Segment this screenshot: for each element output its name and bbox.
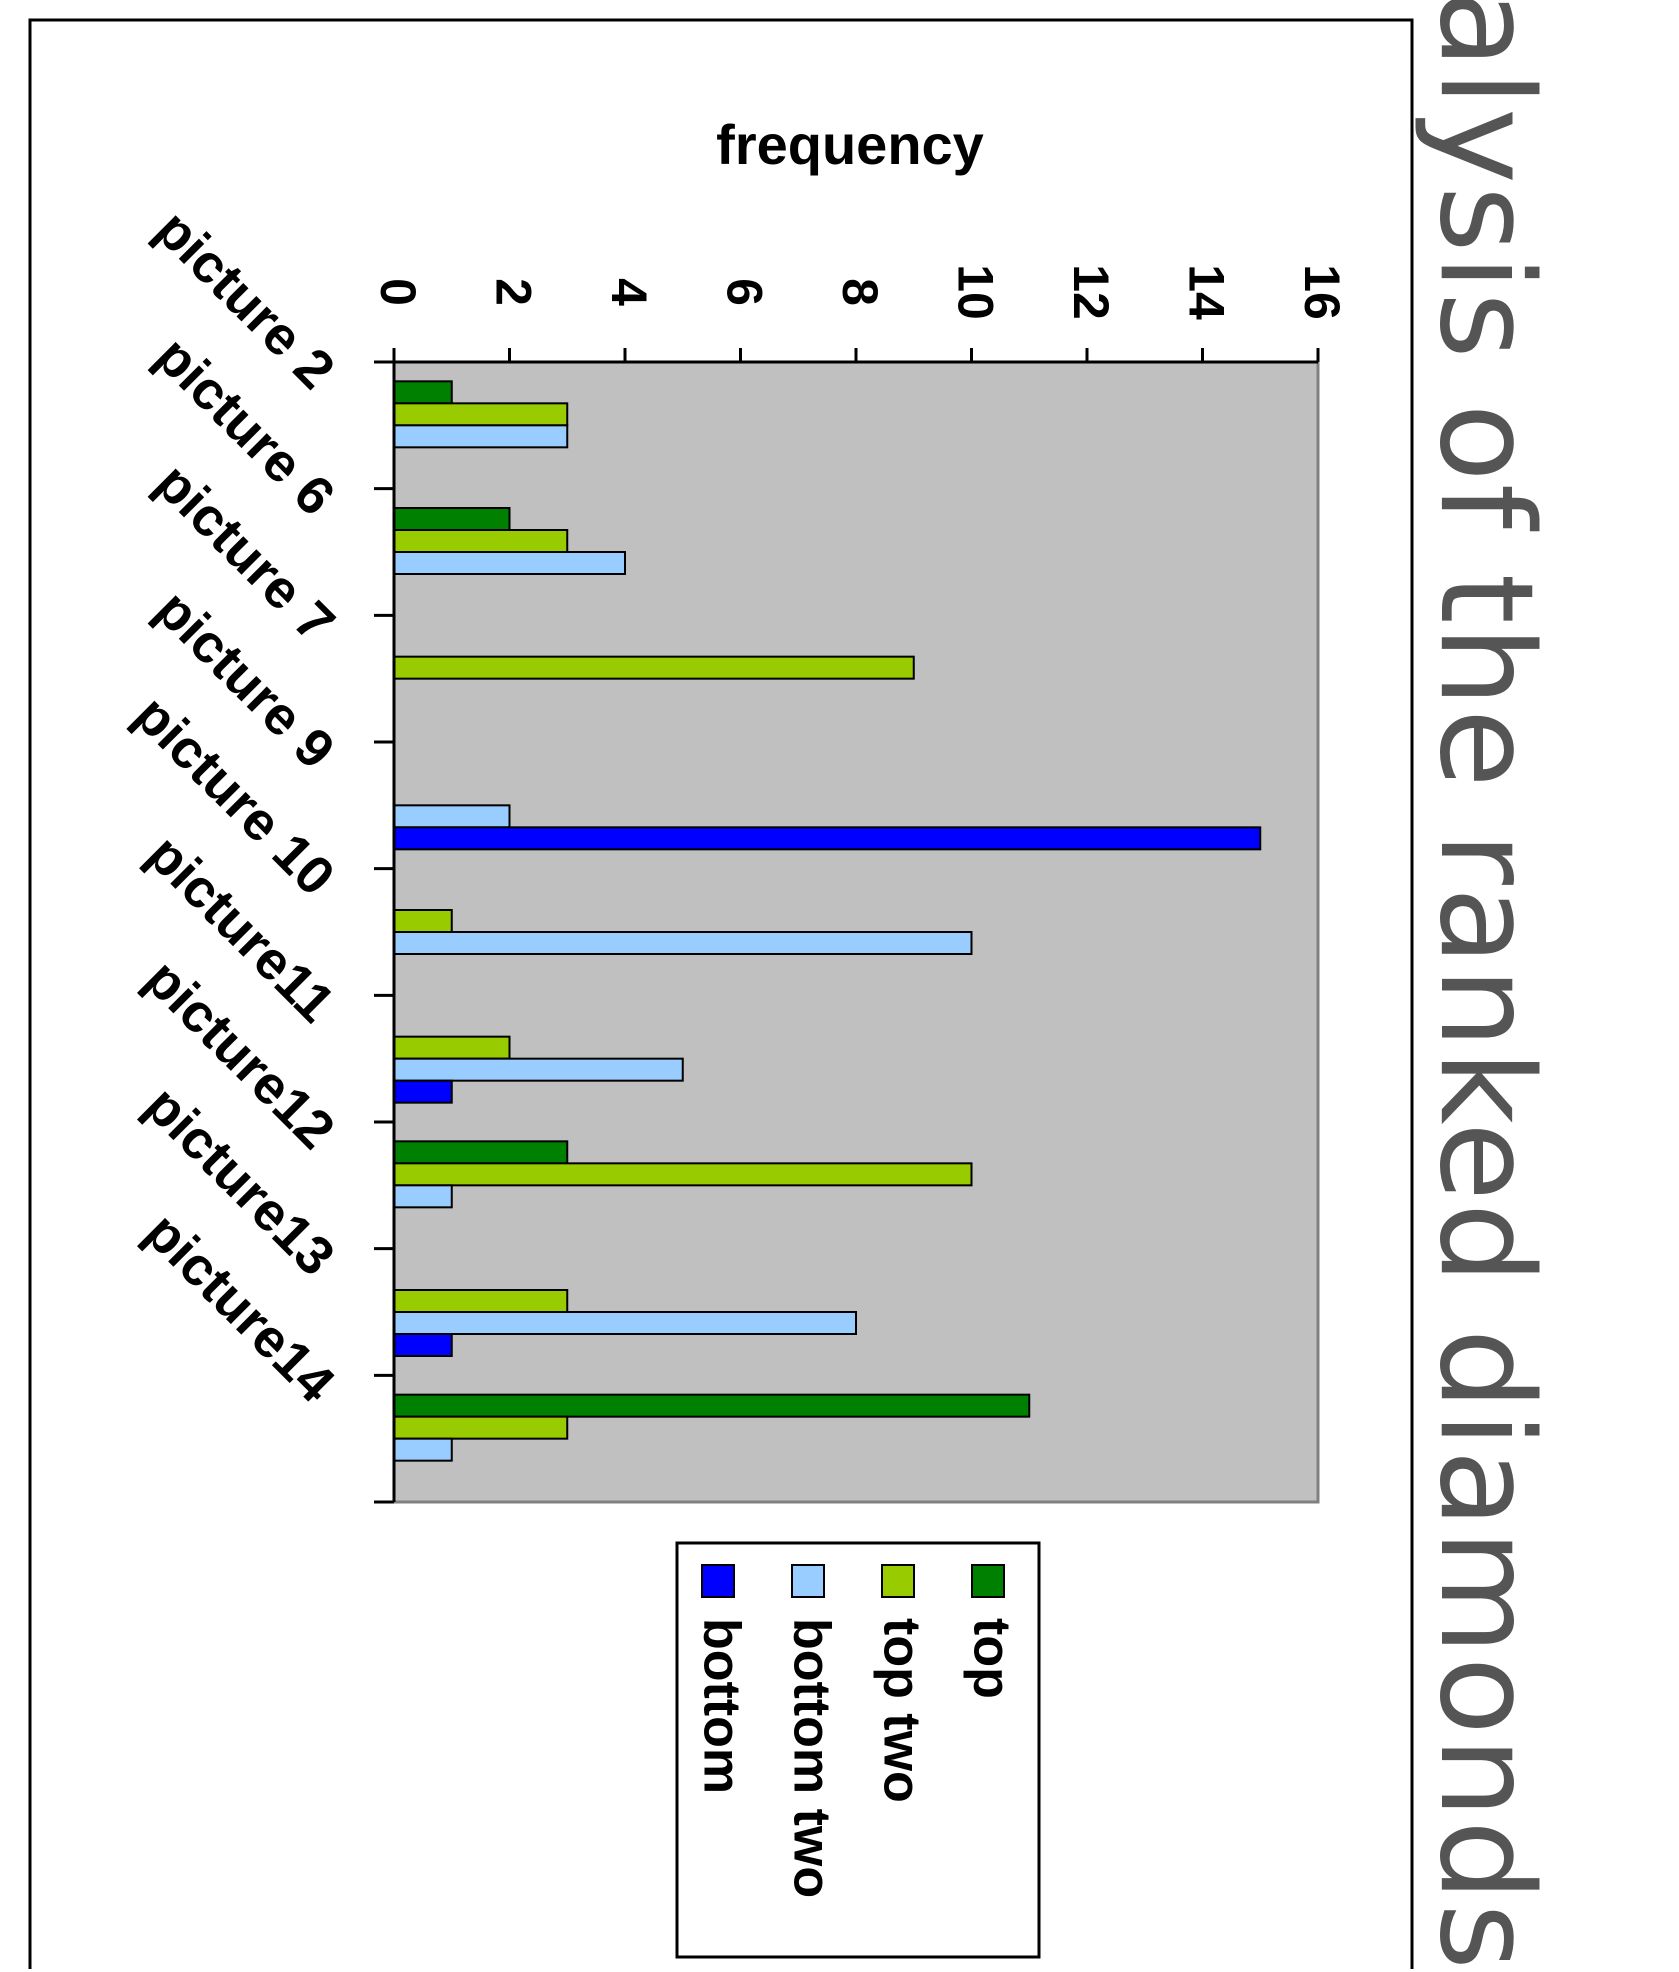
bar-top-two-picture-6 bbox=[393, 529, 569, 553]
bar-top-two-picture-10 bbox=[393, 909, 453, 933]
legend-swatch-bottom bbox=[701, 1564, 735, 1598]
bar-bottom-picture11 bbox=[393, 1079, 453, 1104]
legend-box bbox=[675, 1541, 1041, 1959]
value-tick-label: 14 bbox=[1178, 264, 1234, 320]
bar-bottom-two-picture-6 bbox=[393, 551, 626, 575]
bar-top-two-picture13 bbox=[393, 1289, 569, 1313]
value-tick-label: 6 bbox=[716, 278, 772, 306]
value-tick-label: 12 bbox=[1063, 264, 1119, 320]
legend-label-bottom-two: bottom two bbox=[782, 1618, 840, 1898]
bar-top-picture-6 bbox=[393, 507, 511, 531]
bar-bottom-two-picture-10 bbox=[393, 931, 973, 955]
bar-top-picture14 bbox=[393, 1393, 1031, 1418]
bar-top-two-picture-7 bbox=[393, 655, 915, 680]
legend-label-bottom: bottom bbox=[692, 1618, 750, 1794]
legend-swatch-bottom-two bbox=[791, 1564, 825, 1598]
value-tick-label: 8 bbox=[832, 278, 888, 306]
bar-top-two-picture-2 bbox=[393, 402, 569, 427]
value-tick-label: 4 bbox=[601, 278, 657, 306]
bar-bottom-two-picture11 bbox=[393, 1057, 684, 1082]
value-tick-label: 0 bbox=[370, 278, 426, 306]
bar-bottom-two-picture12 bbox=[393, 1184, 453, 1209]
bar-bottom-picture13 bbox=[393, 1333, 453, 1357]
value-tick-label: 10 bbox=[947, 264, 1003, 320]
legend-label-top: top bbox=[962, 1618, 1020, 1699]
y-axis-label: frequency bbox=[716, 113, 984, 176]
bar-top-picture12 bbox=[393, 1140, 569, 1165]
bar-bottom-two-picture14 bbox=[393, 1437, 453, 1462]
value-tick-label: 2 bbox=[485, 278, 541, 306]
bar-bottom-picture-9 bbox=[393, 826, 1262, 851]
bar-top-two-picture14 bbox=[393, 1415, 569, 1440]
value-tick-label: 16 bbox=[1294, 264, 1350, 320]
slide-title: alysis of the ranked diamonds bbox=[1411, 0, 1560, 1972]
bar-bottom-two-picture13 bbox=[393, 1311, 857, 1335]
bar-top-two-picture11 bbox=[393, 1035, 511, 1060]
legend-swatch-top-two bbox=[881, 1564, 915, 1598]
bar-bottom-two-picture-9 bbox=[393, 804, 511, 829]
bar-bottom-two-picture-2 bbox=[393, 424, 569, 449]
legend-swatch-top bbox=[971, 1564, 1005, 1598]
legend-label-top-two: top two bbox=[872, 1618, 930, 1803]
bar-top-picture-2 bbox=[393, 380, 453, 405]
bar-top-two-picture12 bbox=[393, 1162, 973, 1187]
